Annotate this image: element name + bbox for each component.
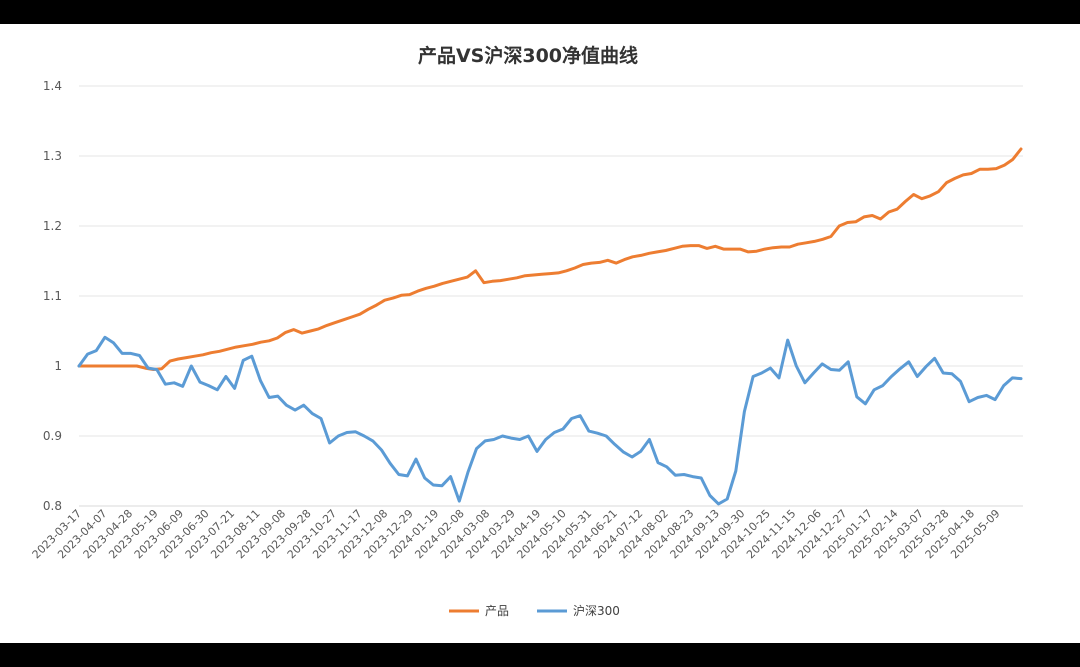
legend-label: 沪深300	[573, 604, 620, 618]
y-tick-label: 1.4	[43, 79, 62, 93]
y-tick-label: 1.2	[43, 219, 62, 233]
legend: 产品 沪深300	[449, 604, 620, 618]
chart-title: 产品VS沪深300净值曲线	[418, 44, 638, 67]
y-axis-ticks: 0.8 0.9 1 1.1 1.2 1.3 1.4	[43, 79, 62, 513]
legend-label: 产品	[485, 604, 509, 618]
y-tick-label: 0.9	[43, 429, 62, 443]
y-tick-label: 0.8	[43, 499, 62, 513]
x-axis-ticks: 2023-03-172023-04-072023-04-282023-05-19…	[30, 507, 1003, 561]
line-chart: 产品VS沪深300净值曲线 0.8 0.9 1 1.1 1.2 1.3 1.4 2023-0…	[30, 44, 1023, 618]
chart-area: 产品VS沪深300净值曲线 0.8 0.9 1 1.1 1.2 1.3 1.4 2023-0…	[0, 24, 1080, 643]
series-line-0	[77, 147, 1023, 371]
y-tick-label: 1.3	[43, 149, 62, 163]
bottom-black-bar	[0, 643, 1080, 667]
series-line-1	[77, 335, 1023, 506]
y-tick-label: 1	[54, 359, 62, 373]
top-black-bar	[0, 0, 1080, 24]
y-tick-label: 1.1	[43, 289, 62, 303]
series-lines	[77, 147, 1023, 506]
gridlines	[79, 85, 1023, 507]
